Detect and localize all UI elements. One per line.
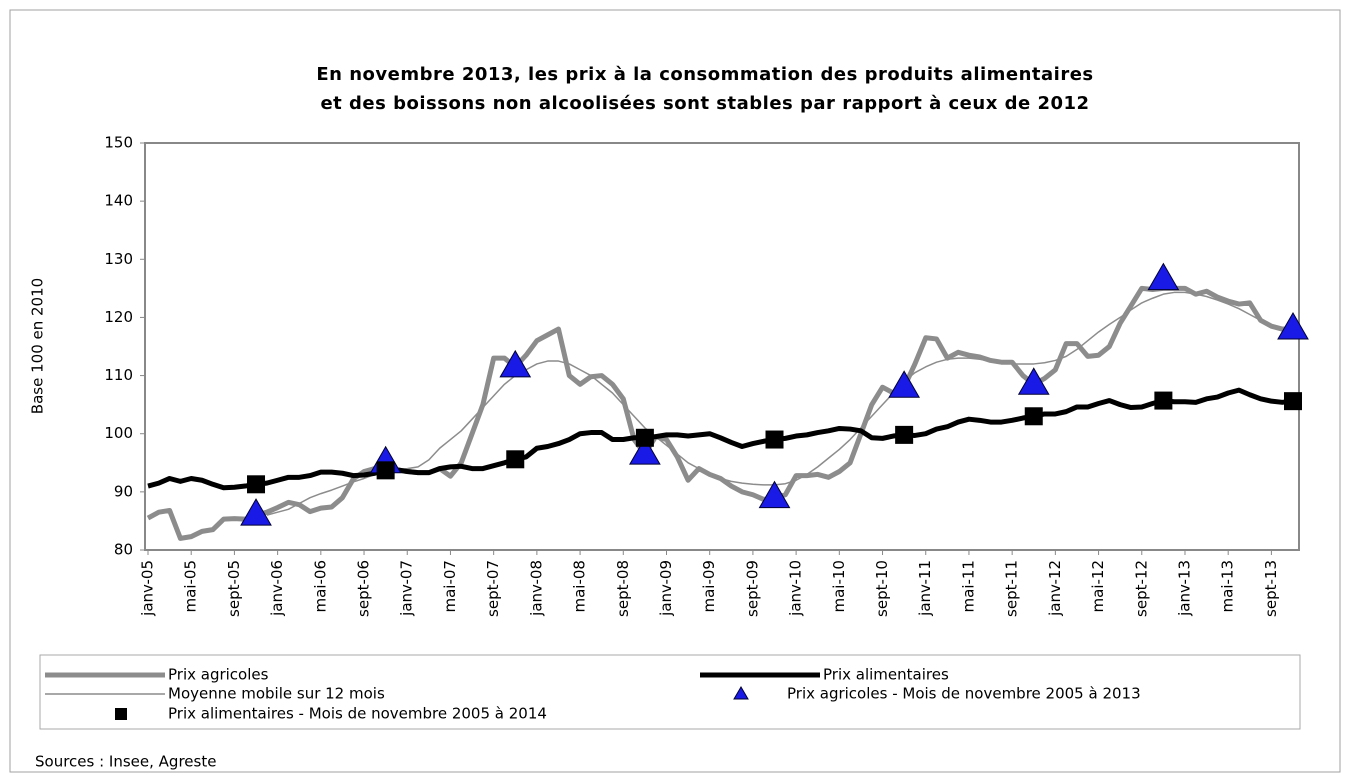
y-axis-label: Base 100 en 2010 <box>29 278 47 414</box>
series-marker <box>376 461 395 480</box>
series-marker <box>1284 392 1302 411</box>
x-tick-label: mai-13 <box>1219 560 1237 612</box>
series-marker <box>888 370 920 398</box>
x-tick-label: janv-07 <box>398 560 416 617</box>
source-note: Sources : Insee, Agreste <box>35 753 216 771</box>
x-tick-label: janv-11 <box>916 560 934 617</box>
legend-label: Moyenne mobile sur 12 mois <box>168 685 385 703</box>
x-tick-label: mai-07 <box>441 560 459 612</box>
y-tick-label: 150 <box>104 134 133 152</box>
y-tick-label: 90 <box>114 482 133 500</box>
legend-label: Prix agricoles - Mois de novembre 2005 à… <box>787 685 1141 703</box>
x-tick-label: sept-12 <box>1132 560 1150 617</box>
x-tick-label: sept-11 <box>1003 560 1021 617</box>
x-tick-label: sept-06 <box>355 560 373 617</box>
legend-label: Prix alimentaires <box>823 666 949 684</box>
x-tick-label: sept-13 <box>1262 560 1280 617</box>
legend-label: Prix agricoles <box>168 666 269 684</box>
y-tick-label: 130 <box>104 250 133 268</box>
series-marker <box>1154 391 1173 410</box>
y-tick-label: 140 <box>104 192 133 210</box>
series-marker <box>629 437 661 465</box>
x-tick-label: janv-13 <box>1175 560 1193 617</box>
y-tick-label: 120 <box>104 308 133 326</box>
series-marker <box>765 430 784 449</box>
legend-swatch <box>733 686 749 700</box>
x-tick-label: sept-10 <box>873 560 891 617</box>
y-tick-label: 110 <box>104 366 133 384</box>
legend <box>39 654 1301 730</box>
chart-title: En novembre 2013, les prix à la consomma… <box>316 64 1093 85</box>
series-marker <box>635 428 654 447</box>
x-tick-label: mai-12 <box>1089 560 1107 612</box>
series-marker <box>499 349 532 378</box>
series-line <box>147 387 1294 491</box>
legend-label: Prix alimentaires - Mois de novembre 200… <box>168 705 547 723</box>
x-tick-label: janv-08 <box>527 560 545 617</box>
series-marker <box>1147 262 1180 291</box>
x-tick-label: janv-10 <box>787 560 805 617</box>
series-marker <box>506 450 525 469</box>
x-tick-label: sept-08 <box>614 560 632 617</box>
x-tick-label: mai-08 <box>571 560 589 612</box>
x-tick-label: sept-07 <box>484 560 502 617</box>
x-tick-label: sept-05 <box>225 560 243 617</box>
x-tick-label: mai-05 <box>182 560 200 612</box>
series-marker <box>1017 367 1050 395</box>
x-tick-label: janv-05 <box>139 560 157 617</box>
x-tick-label: janv-09 <box>657 560 675 617</box>
y-tick-label: 100 <box>104 424 133 442</box>
series-marker <box>1024 407 1043 426</box>
legend-swatch <box>115 708 127 720</box>
x-tick-label: mai-11 <box>959 560 977 612</box>
x-tick-label: mai-09 <box>700 560 718 612</box>
x-tick-label: mai-10 <box>830 560 848 612</box>
y-tick-label: 80 <box>114 541 133 559</box>
series-line <box>146 285 1293 541</box>
series-marker <box>247 475 266 494</box>
frame <box>9 9 1341 773</box>
series-marker <box>895 425 914 444</box>
x-tick-label: janv-12 <box>1046 560 1064 617</box>
x-tick-label: janv-06 <box>268 560 286 617</box>
series-marker <box>1277 312 1309 340</box>
chart-subtitle: et des boissons non alcoolisées sont sta… <box>320 93 1089 114</box>
series-marker <box>758 480 791 509</box>
x-tick-label: sept-09 <box>743 560 761 617</box>
series-marker <box>240 498 272 526</box>
x-tick-label: mai-06 <box>311 560 329 612</box>
plot-area <box>144 142 1300 551</box>
